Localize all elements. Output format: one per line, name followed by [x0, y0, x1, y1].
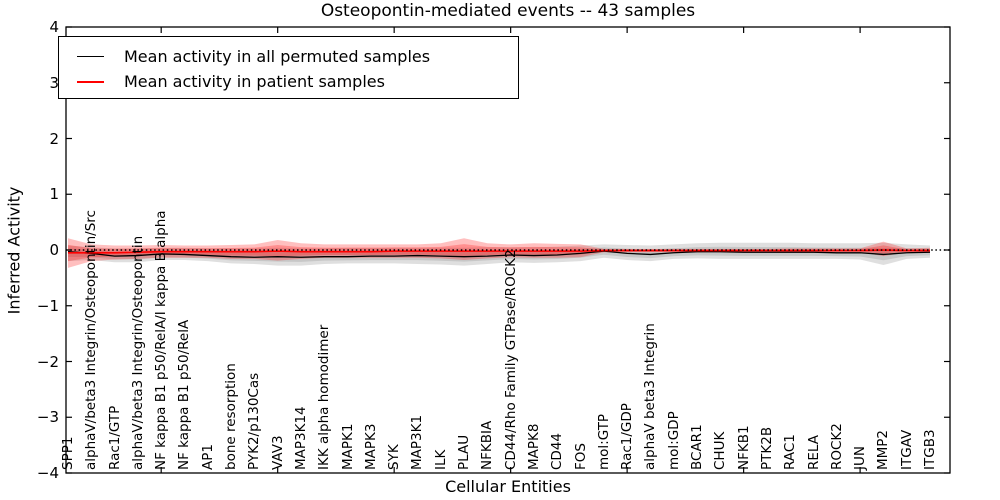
x-category-label: ROCK2 [828, 423, 845, 470]
x-category-label: MAPK1 [339, 423, 356, 470]
x-category-label: MAP3K1 [409, 414, 426, 470]
x-category-label: mol:GTP [595, 413, 612, 470]
x-category-label: PLAU [456, 434, 473, 470]
x-category-label: IKK alpha homodimer [316, 324, 333, 470]
x-category-label: SPP1 [60, 436, 76, 470]
x-category-label: PTK2B [758, 426, 775, 470]
x-category-label: alphaV/beta3 Integrin/Osteopontin [129, 235, 146, 470]
x-category-label: BCAR1 [689, 424, 706, 470]
x-category-label: CD44/Rho Family GTPase/ROCK2 [502, 249, 519, 470]
x-category-label: NF kappa B1 p50/RelA/I kappa B alpha [153, 210, 170, 470]
x-category-label: ITGAV [898, 429, 915, 470]
x-category-label: bone resorption [223, 363, 240, 470]
x-category-label: mol:GDP [665, 411, 682, 470]
permuted-line-swatch [77, 55, 104, 58]
legend-item-permuted: Mean activity in all permuted samples [73, 44, 518, 69]
legend-label-patient: Mean activity in patient samples [124, 72, 385, 91]
x-category-label: MAP3K14 [292, 406, 309, 470]
x-category-label: PYK2/p130Cas [246, 372, 263, 470]
x-category-label: MAPK3 [362, 423, 379, 470]
legend-item-patient: Mean activity in patient samples [73, 69, 518, 94]
x-category-label: RELA [805, 435, 822, 470]
y-tick-label: 2 [49, 129, 59, 148]
x-category-label: MAPK8 [525, 423, 542, 470]
x-category-label: VAV3 [269, 435, 286, 470]
x-category-label: NFKBIA [479, 420, 496, 470]
x-category-label: FOS [572, 443, 589, 470]
x-category-label: ITGB3 [922, 429, 938, 470]
x-category-label: alphaV beta3 Integrin [642, 323, 659, 470]
y-tick-label: 0 [49, 241, 59, 259]
y-tick-label: 4 [49, 18, 59, 36]
patient-line-swatch [77, 80, 104, 83]
y-tick-label: −2 [36, 352, 59, 371]
x-category-label: Rac1/GTP [106, 405, 123, 470]
legend: Mean activity in all permuted samples Me… [58, 36, 519, 99]
x-category-label: Rac1/GDP [619, 403, 636, 470]
x-category-label: MMP2 [875, 429, 892, 470]
x-category-label: CHUK [712, 431, 729, 470]
x-category-label: NFKB1 [735, 425, 752, 470]
x-category-label: JUN [852, 446, 869, 470]
y-tick-label: 1 [49, 185, 59, 204]
y-tick-label: 3 [49, 73, 59, 92]
x-category-label: RAC1 [782, 434, 799, 470]
y-tick-label: −4 [36, 464, 59, 482]
x-category-label: CD44 [549, 433, 566, 470]
chart-title: Osteopontin-mediated events -- 43 sample… [320, 1, 696, 21]
x-category-label: AP1 [199, 444, 216, 470]
y-tick-label: −1 [36, 296, 59, 315]
x-category-label: SYK [386, 444, 403, 470]
x-category-label: ILK [432, 449, 449, 470]
x-category-label: alphaV/beta3 Integrin/Osteopontin/Src [83, 210, 100, 470]
x-category-label: NF kappa B1 p50/RelA [176, 319, 193, 470]
y-tick-label: −3 [36, 408, 59, 427]
legend-label-permuted: Mean activity in all permuted samples [124, 47, 431, 66]
x-axis-label: Cellular Entities [445, 477, 571, 496]
